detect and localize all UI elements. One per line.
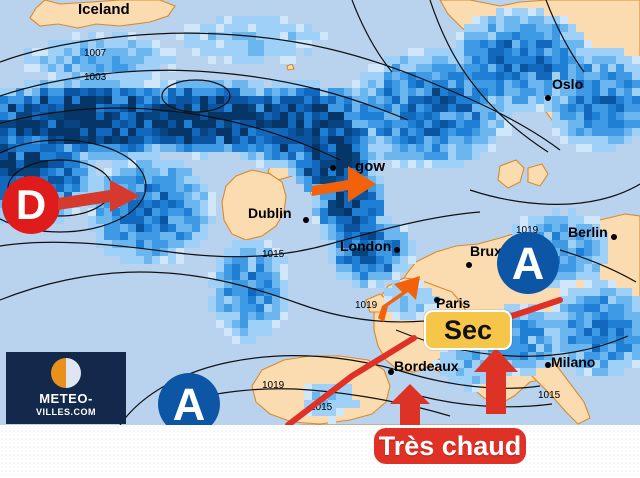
annotation-sec[interactable]: Sec (424, 310, 512, 350)
weather-map[interactable]: 1007 1003 1015 1019 1019 1019 1015 1015 Iceland… (0, 0, 640, 425)
city-dot (303, 217, 309, 223)
orange-arrow-france-nw (378, 276, 420, 322)
city-name: Dublin (248, 205, 292, 221)
isobar-label: 1015 (310, 402, 333, 413)
logo-domain: VILLES.COM (35, 406, 96, 417)
city-dot (466, 262, 472, 268)
city-dot (434, 297, 440, 303)
city-name: Oslo (552, 76, 584, 92)
isobar-label: 1019 (516, 225, 539, 236)
pressure-centre-a: A (497, 232, 559, 294)
city-dot (611, 234, 617, 240)
meteo-villes-logo[interactable]: METEO- VILLES.COM (6, 352, 126, 424)
red-flow-line (285, 297, 563, 425)
isobar-label: 1019 (355, 300, 378, 311)
annotation-tres-chaud-label: Très chaud (378, 430, 522, 461)
isobar-label: 1007 (84, 48, 107, 59)
isobar-label: 1019 (262, 380, 285, 391)
annotation-sec-label: Sec (443, 314, 493, 345)
isobar-label: 1015 (262, 249, 285, 260)
logo-circle-icon (51, 358, 81, 389)
red-arrow-low-east (58, 180, 140, 212)
red-arrow-south-1 (474, 348, 518, 414)
city-name: gow (355, 158, 385, 175)
city-name: Bordeaux (394, 358, 459, 374)
city-dot (388, 369, 394, 375)
pressure-centre-d: D (2, 176, 60, 234)
isobar-label: 1003 (84, 72, 107, 83)
city-name: Paris (436, 295, 471, 311)
orange-arrow-glasgow (312, 166, 376, 202)
footer-dot-texture (0, 425, 640, 478)
isobar-layer (0, 0, 640, 425)
city-dot (545, 95, 551, 101)
city-name: London (340, 238, 392, 254)
logo-name: METEO- (39, 391, 93, 407)
annotation-arrows (58, 166, 563, 425)
isobar-label: 1015 (538, 390, 561, 401)
city-name: Milano (551, 354, 596, 370)
city-name: Berlin (568, 224, 608, 240)
footer-bar: Mi, 11.08.2021, 12..15 UTC Di 00 +39h Mo… (0, 425, 640, 478)
city-dot (330, 165, 336, 171)
red-arrow-south-2 (390, 384, 430, 425)
city-dot (394, 247, 400, 253)
city-dot (545, 362, 551, 368)
pressure-centre-a: A (158, 373, 220, 425)
annotation-tres-chaud[interactable]: Très chaud (374, 428, 526, 464)
city-name: Iceland (78, 1, 130, 18)
